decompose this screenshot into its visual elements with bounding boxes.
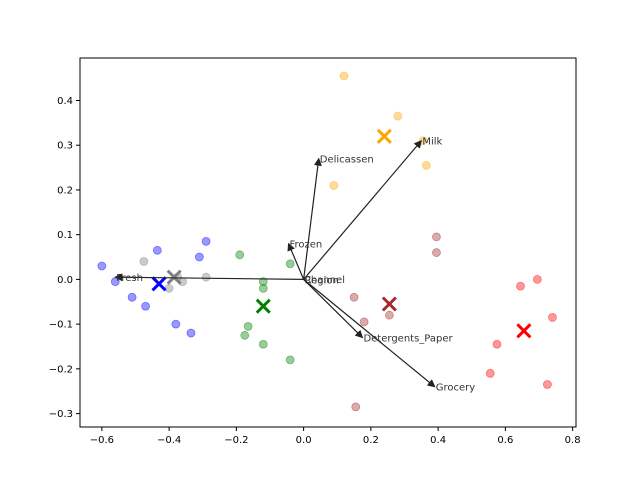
data-point <box>139 257 149 266</box>
data-point <box>432 232 441 242</box>
data-point <box>339 71 349 81</box>
y-tick-label: −0.2 <box>49 364 73 375</box>
data-point <box>516 281 525 291</box>
centroid-marker <box>151 276 167 292</box>
data-point <box>432 248 441 257</box>
data-point <box>186 328 196 338</box>
centroid-layer <box>151 128 532 339</box>
x-tick-label: −0.2 <box>224 435 248 446</box>
plot-frame <box>79 57 577 428</box>
data-point <box>421 160 431 170</box>
loading-label: Detergents_Paper <box>363 334 453 345</box>
data-point <box>485 368 495 378</box>
x-tick-label: 0.0 <box>296 435 312 446</box>
centroid-marker <box>516 323 532 339</box>
data-point <box>201 236 211 246</box>
centroid-stroke <box>381 296 397 312</box>
loading-label: Grocery <box>436 383 476 394</box>
centroid-stroke <box>255 298 271 314</box>
data-point <box>97 261 107 271</box>
data-point <box>171 319 181 329</box>
y-tick-label: 0.0 <box>57 275 73 286</box>
centroid-stroke <box>151 276 167 292</box>
data-point <box>240 330 250 340</box>
data-point <box>152 245 162 255</box>
centroid-marker <box>381 296 397 312</box>
loading-arrow <box>114 273 304 282</box>
data-point <box>492 339 502 349</box>
data-point <box>127 292 137 302</box>
data-point <box>258 283 268 293</box>
data-point <box>258 277 268 287</box>
data-point <box>258 339 268 349</box>
loading-label: Channel <box>304 275 345 286</box>
x-tick-label: 0.4 <box>430 435 446 446</box>
loading-label: Delicassen <box>320 155 374 166</box>
data-point <box>384 310 394 320</box>
data-point <box>285 355 295 365</box>
loading-label: Milk <box>422 137 442 148</box>
data-point <box>164 283 174 293</box>
data-point <box>235 250 245 260</box>
loading-arrow <box>303 278 436 388</box>
points-layer <box>97 71 557 412</box>
centroid-stroke <box>376 128 392 144</box>
x-tick-label: 0.8 <box>565 435 581 446</box>
data-point <box>351 402 361 412</box>
loading-arrow <box>303 278 364 339</box>
loading-arrow <box>303 139 422 280</box>
y-tick-label: 0.4 <box>57 96 73 107</box>
y-tick-label: −0.1 <box>49 320 73 331</box>
data-point <box>548 313 557 322</box>
centroid-marker <box>166 269 182 285</box>
data-point <box>194 252 204 262</box>
x-tick-label: −0.6 <box>90 435 114 446</box>
data-point <box>359 317 369 327</box>
loading-label: Frozen <box>289 240 322 251</box>
data-point <box>329 181 339 190</box>
data-point <box>141 301 150 311</box>
y-tick-label: −0.3 <box>49 409 73 420</box>
centroid-stroke <box>516 323 532 339</box>
x-axis: −0.6 −0.4 −0.2 0.0 0.2 0.4 0.6 0.8 <box>90 427 581 446</box>
data-point <box>285 259 295 269</box>
x-tick-label: −0.4 <box>157 435 181 446</box>
data-point <box>532 274 542 284</box>
centroid-marker <box>255 298 271 314</box>
x-tick-label: 0.6 <box>497 435 513 446</box>
loading-label: Fresh <box>116 273 143 284</box>
data-point <box>243 321 253 331</box>
data-point <box>201 272 211 282</box>
centroid-marker <box>376 128 392 144</box>
loading-arrow <box>303 157 322 280</box>
loading-label: Region <box>305 275 339 286</box>
data-point <box>393 111 403 121</box>
y-tick-label: 0.2 <box>57 185 73 196</box>
y-tick-label: 0.3 <box>57 141 73 152</box>
y-tick-label: 0.1 <box>57 230 73 241</box>
data-point <box>349 292 359 302</box>
x-tick-label: 0.2 <box>363 435 379 446</box>
loading-arrow <box>287 242 305 280</box>
centroid-stroke <box>166 269 182 285</box>
y-axis: −0.3 −0.2 −0.1 0.0 0.1 0.2 0.3 0.4 <box>49 96 80 420</box>
data-point <box>543 380 552 389</box>
